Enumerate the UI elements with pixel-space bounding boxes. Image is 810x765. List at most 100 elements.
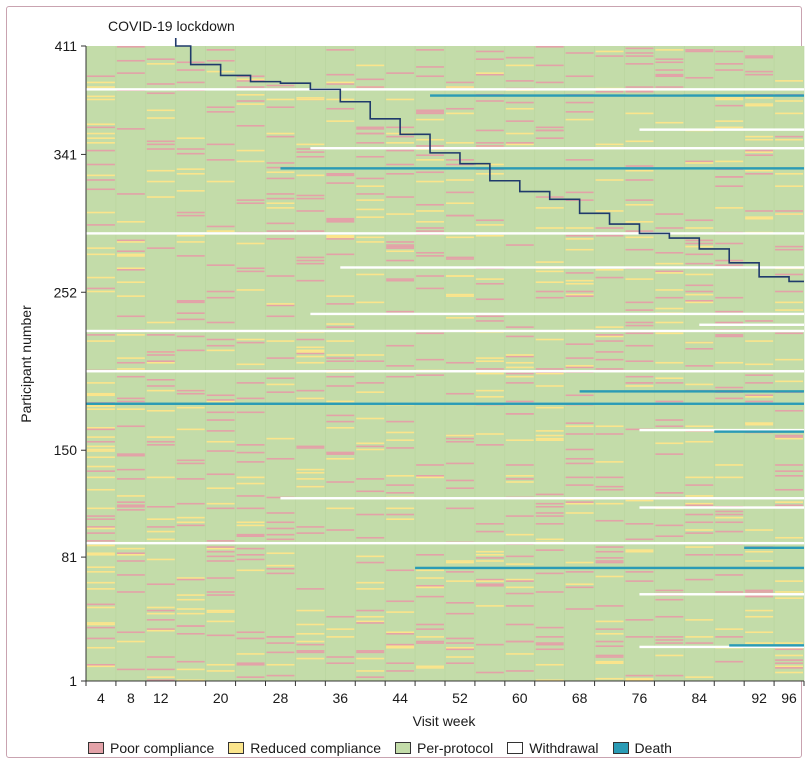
- compliance-cell: [505, 623, 534, 626]
- legend-swatch-withdrawal: [507, 742, 524, 754]
- compliance-cell: [475, 315, 504, 318]
- compliance-cell: [296, 643, 325, 646]
- compliance-cell: [775, 470, 803, 472]
- compliance-cell: [565, 484, 594, 486]
- compliance-cell: [206, 344, 235, 347]
- compliance-cell: [146, 109, 175, 112]
- compliance-cell: [87, 637, 115, 640]
- compliance-cell: [416, 642, 444, 644]
- compliance-cell: [446, 236, 474, 239]
- compliance-cell: [685, 636, 714, 638]
- compliance-cell: [206, 487, 235, 490]
- compliance-cell: [475, 671, 504, 674]
- compliance-cell: [296, 361, 325, 364]
- x-tick-label: 36: [333, 690, 349, 706]
- compliance-cell: [505, 653, 534, 655]
- compliance-cell: [535, 137, 564, 139]
- compliance-cell: [625, 47, 654, 50]
- compliance-cell: [446, 258, 474, 260]
- compliance-cell: [356, 132, 385, 135]
- compliance-cell: [595, 519, 624, 522]
- compliance-cell: [296, 651, 325, 654]
- compliance-cell: [595, 143, 624, 146]
- compliance-cell: [266, 135, 295, 138]
- compliance-cell: [595, 557, 624, 559]
- compliance-cell: [475, 234, 504, 237]
- compliance-cell: [146, 334, 175, 336]
- compliance-cell: [565, 462, 594, 465]
- compliance-cell: [87, 81, 115, 84]
- compliance-cell: [625, 674, 654, 677]
- compliance-cell: [386, 632, 415, 635]
- compliance-cell: [655, 639, 684, 641]
- withdrawal-row: [86, 232, 804, 235]
- compliance-cell: [146, 628, 175, 630]
- compliance-cell: [535, 64, 564, 67]
- compliance-cell: [296, 471, 325, 474]
- compliance-cell: [236, 444, 265, 446]
- x-tick-label: 92: [751, 690, 767, 706]
- compliance-cell: [386, 365, 415, 367]
- compliance-cell: [206, 394, 235, 397]
- compliance-cell: [356, 208, 385, 211]
- compliance-cell: [416, 586, 444, 589]
- compliance-cell: [655, 321, 684, 324]
- compliance-cell: [356, 177, 385, 180]
- compliance-cell: [625, 679, 654, 682]
- compliance-cell: [87, 86, 115, 88]
- compliance-cell: [475, 444, 504, 446]
- compliance-cell: [87, 450, 115, 452]
- compliance-cell: [87, 179, 115, 181]
- compliance-cell: [356, 417, 385, 420]
- compliance-cell: [266, 636, 295, 638]
- compliance-cell: [715, 296, 744, 299]
- compliance-cell: [416, 554, 444, 556]
- compliance-cell: [386, 279, 415, 282]
- withdrawal-row: [639, 128, 804, 131]
- compliance-cell: [386, 259, 415, 262]
- compliance-cell: [206, 338, 235, 341]
- compliance-cell: [535, 434, 564, 437]
- compliance-cell: [655, 361, 684, 364]
- withdrawal-row: [86, 88, 804, 91]
- compliance-cell: [386, 645, 415, 647]
- compliance-cell: [176, 312, 205, 314]
- compliance-cell: [535, 439, 564, 441]
- compliance-cell: [655, 535, 684, 538]
- compliance-cell: [146, 143, 175, 146]
- compliance-cell: [715, 513, 744, 516]
- compliance-cell: [296, 143, 325, 146]
- compliance-cell: [146, 360, 175, 363]
- compliance-cell: [565, 561, 594, 564]
- compliance-cell: [206, 349, 235, 352]
- compliance-cell: [326, 375, 355, 378]
- compliance-cell: [505, 101, 534, 104]
- death-row: [744, 546, 804, 550]
- compliance-cell: [386, 245, 415, 248]
- compliance-cell: [236, 662, 265, 665]
- compliance-cell: [356, 273, 385, 276]
- compliance-cell: [565, 457, 594, 460]
- compliance-cell: [446, 142, 474, 144]
- compliance-cell: [356, 513, 385, 516]
- compliance-cell: [595, 640, 624, 643]
- compliance-cell: [146, 676, 175, 678]
- compliance-cell: [266, 564, 295, 567]
- compliance-cell: [416, 154, 444, 157]
- compliance-cell: [565, 343, 594, 345]
- compliance-cell: [595, 561, 624, 564]
- compliance-cell: [87, 340, 115, 342]
- compliance-cell: [505, 640, 534, 643]
- compliance-cell: [116, 501, 145, 503]
- compliance-cell: [685, 529, 714, 531]
- compliance-cell: [87, 623, 115, 626]
- compliance-cell: [87, 95, 115, 98]
- compliance-cell: [386, 611, 415, 613]
- compliance-cell: [116, 375, 145, 378]
- withdrawal-row: [280, 497, 804, 500]
- compliance-cell: [87, 427, 115, 429]
- compliance-cell: [356, 185, 385, 187]
- compliance-cell: [715, 63, 744, 65]
- compliance-cell: [146, 679, 175, 682]
- compliance-cell: [386, 643, 415, 646]
